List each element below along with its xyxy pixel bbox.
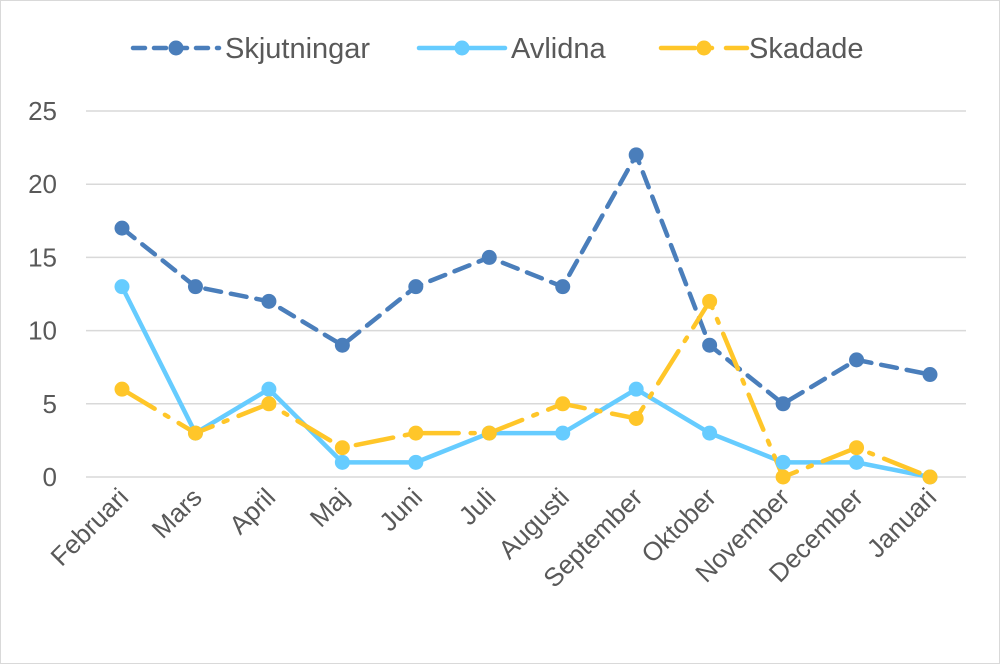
y-tick-label: 20 [28,169,57,199]
x-tick-label: April [223,482,281,540]
data-point-skadade [261,396,277,412]
data-point-avlidna [628,381,644,397]
data-point-avlidna [334,454,350,470]
legend-label: Skjutningar [225,33,370,65]
data-point-skadade [702,293,718,309]
data-point-skjutningar [261,293,277,309]
series-line-avlidna [119,284,933,480]
data-point-skjutningar [628,147,644,163]
data-point-skadade [114,381,130,397]
data-point-skjutningar [849,352,865,368]
data-point-avlidna [849,454,865,470]
legend-marker-icon [454,40,470,56]
x-tick-label: Januari [861,482,943,564]
y-tick-label: 5 [43,389,57,419]
x-tick-label: Februari [45,482,135,572]
legend-marker-icon [696,40,712,56]
legend-marker-icon [168,40,184,56]
data-point-skadade [408,425,424,441]
x-tick-label: Juli [453,482,502,531]
y-tick-label: 10 [28,316,57,346]
data-point-skadade [481,425,497,441]
data-point-skjutningar [114,220,130,236]
series-line-skjutningar [119,152,933,407]
data-point-skjutningar [702,337,718,353]
data-point-skjutningar [408,279,424,295]
data-point-avlidna [702,425,718,441]
data-point-avlidna [555,425,571,441]
data-point-avlidna [261,381,277,397]
series-line-skadade [119,299,933,480]
x-tick-label: Mars [146,482,208,544]
data-point-skadade [187,425,203,441]
data-point-skadade [775,469,791,485]
legend-label: Avlidna [511,33,606,65]
data-point-skadade [334,440,350,456]
y-tick-label: 25 [28,96,57,126]
data-point-skadade [555,396,571,412]
data-point-avlidna [114,279,130,295]
y-tick-label: 0 [43,462,57,492]
data-point-avlidna [775,454,791,470]
data-point-skjutningar [481,249,497,265]
legend-label: Skadade [749,33,864,65]
x-tick-label: Juni [373,482,428,537]
data-point-skjutningar [555,279,571,295]
data-point-skadade [922,469,938,485]
data-point-skjutningar [775,396,791,412]
data-point-skjutningar [334,337,350,353]
data-point-skadade [628,410,644,426]
y-tick-label: 15 [28,242,57,272]
data-point-skadade [849,440,865,456]
data-point-skjutningar [187,279,203,295]
data-point-avlidna [408,454,424,470]
data-point-skjutningar [922,367,938,383]
x-tick-label: Maj [304,482,355,533]
